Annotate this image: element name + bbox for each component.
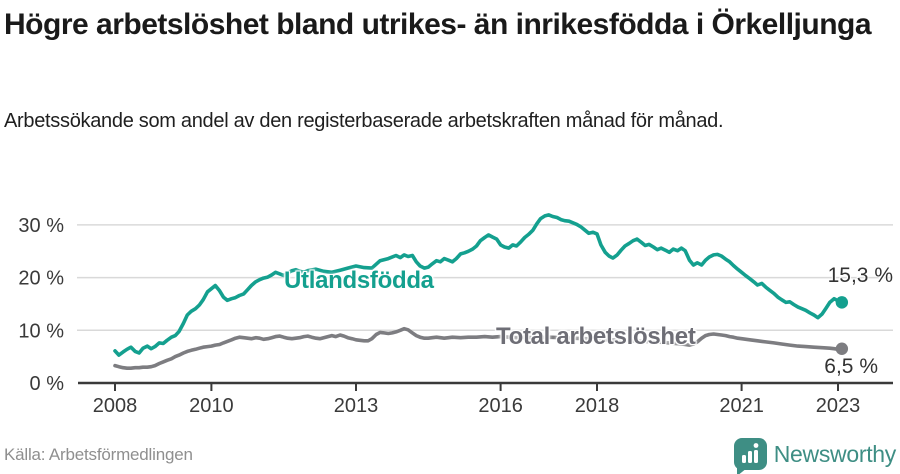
y-tick-label-0: 0 % <box>30 373 65 395</box>
page-title: Högre arbetslöshet bland utrikes- än inr… <box>4 8 872 41</box>
x-tick-label-2021: 2021 <box>719 395 764 417</box>
x-tick-label-2023: 2023 <box>816 395 861 417</box>
y-tick-label-20: 20 % <box>18 268 64 290</box>
page-subtitle: Arbetssökande som andel av den registerb… <box>4 110 724 132</box>
newsworthy-brand-text: Newsworthy <box>773 440 897 467</box>
x-tick-label-2008: 2008 <box>93 395 138 417</box>
y-tick-label-30: 30 % <box>18 215 64 237</box>
series-label-utlandsfodda: Utlandsfödda <box>284 267 434 294</box>
end-value-label-utlandsfodda: 15,3 % <box>827 264 893 287</box>
x-tick-label-2010: 2010 <box>189 395 234 417</box>
series-end-dot-0 <box>835 296 849 309</box>
bar-chart-icon <box>741 443 759 463</box>
end-value-label-total: 6,5 % <box>824 355 878 378</box>
x-tick-label-2018: 2018 <box>575 395 620 417</box>
newsworthy-brand: Newsworthy <box>733 435 897 474</box>
x-tick-label-2016: 2016 <box>478 395 523 417</box>
y-tick-label-10: 10 % <box>18 320 64 342</box>
series-line-0 <box>113 213 844 357</box>
series-end-dot-1 <box>835 342 849 355</box>
source-credit: Källa: Arbetsförmedlingen <box>4 445 193 464</box>
x-tick-label-2013: 2013 <box>334 395 379 417</box>
series-label-total-arbetsloshet: Total arbetslöshet <box>496 323 696 350</box>
newsworthy-logo-icon <box>733 438 767 474</box>
series-line-1 <box>113 326 844 371</box>
